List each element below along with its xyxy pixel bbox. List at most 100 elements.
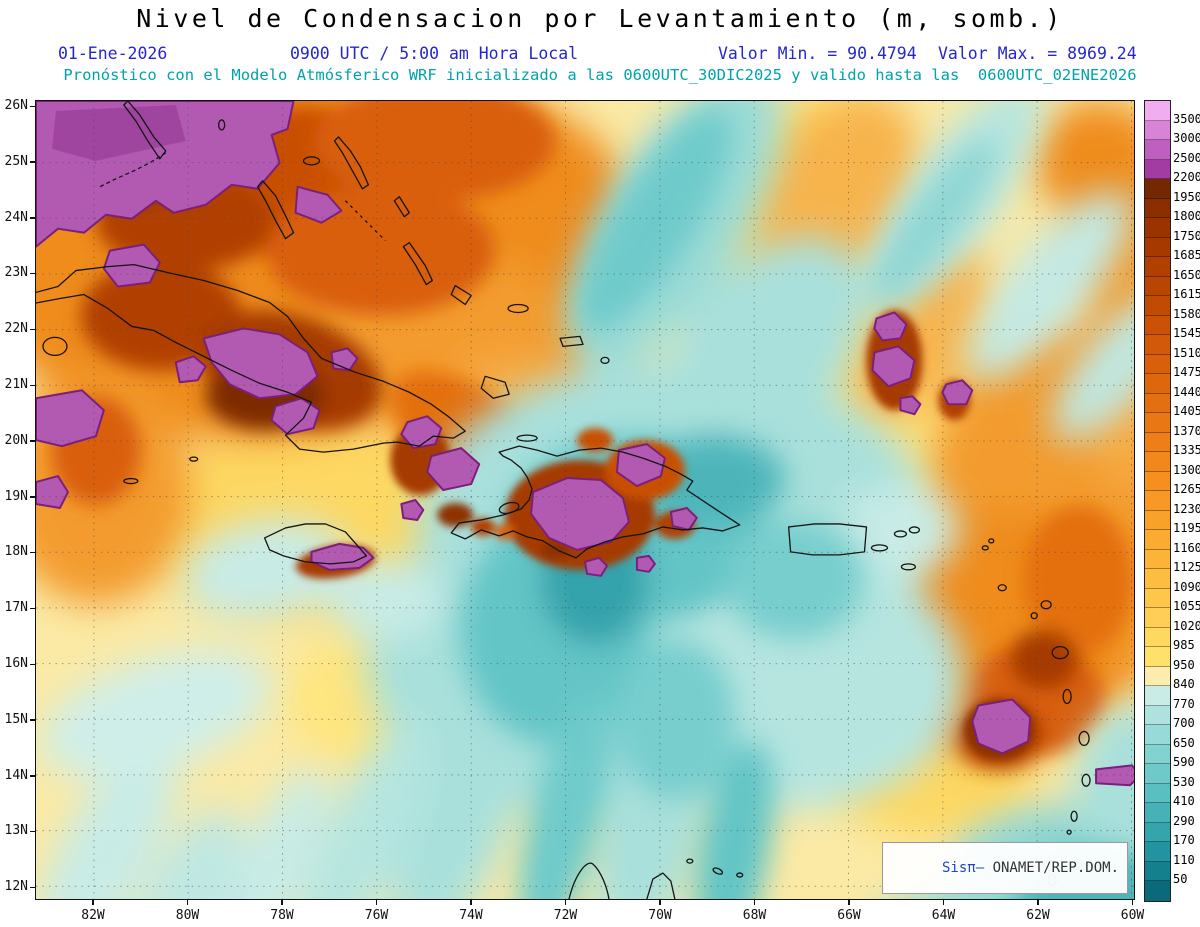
colorbar-label: 1405: [1173, 404, 1200, 419]
colorbar-cell: [1145, 218, 1170, 238]
y-axis-label: 20N: [4, 432, 28, 448]
colorbar-label: 840: [1173, 677, 1195, 692]
y-axis-label: 19N: [4, 488, 28, 504]
colorbar-cell: [1145, 179, 1170, 199]
colorbar-cell: [1145, 627, 1170, 647]
colorbar-label: 1195: [1173, 521, 1200, 536]
x-axis-label: 76W: [364, 908, 389, 923]
y-axis-label: 17N: [4, 600, 28, 616]
colorbar-cell: [1145, 822, 1170, 842]
y-axis-tick: [30, 830, 35, 833]
y-axis-label: 14N: [4, 767, 28, 783]
x-axis-label: 80W: [175, 908, 200, 923]
colorbar-cell: [1145, 530, 1170, 550]
y-axis-label: 16N: [4, 656, 28, 671]
y-axis-label: 13N: [4, 823, 28, 839]
colorbar-label: 1265: [1173, 482, 1200, 497]
colorbar-label: 3500: [1173, 111, 1200, 126]
colorbar-cell: [1145, 725, 1170, 745]
colorbar-cell: [1145, 120, 1170, 140]
x-axis-label: 82W: [81, 908, 105, 923]
min-value-label: Valor Min. = 90.4794: [718, 44, 917, 63]
weather-field-svg: [36, 101, 1134, 899]
colorbar-cell: [1145, 159, 1170, 179]
colorbar-cell: [1145, 764, 1170, 784]
y-axis-tick: [30, 496, 35, 498]
purple-high-regions: [36, 101, 1134, 787]
y-axis: 26N 25N 24N 23N 22N 21N 20N 19N 18N 17N 16N 15N 14N 1…: [0, 98, 30, 900]
y-axis-tick: [30, 161, 35, 163]
attribution-org: ONAMET/REP.DOM.: [984, 860, 1119, 876]
x-axis-label: 78W: [270, 908, 294, 923]
y-axis-label: 21N: [4, 377, 28, 392]
colorbar-cell: [1145, 686, 1170, 706]
colorbar-cell: [1145, 608, 1170, 628]
x-axis-tick: [1037, 900, 1039, 905]
colorbar-label: 1545: [1173, 326, 1200, 341]
y-axis-tick: [30, 607, 35, 610]
forecast-info-line: 01-Ene-2026 0900 UTC / 5:00 am Hora Loca…: [0, 44, 1200, 64]
y-axis-tick: [30, 886, 35, 889]
colorbar-cell: [1145, 803, 1170, 823]
x-axis-label: 62W: [1026, 908, 1050, 923]
colorbar-cell: [1145, 471, 1170, 491]
colorbar-label: 530: [1173, 774, 1195, 789]
colorbar-cell: [1145, 861, 1170, 881]
x-axis-tick: [470, 900, 472, 905]
y-axis-label: 25N: [4, 153, 28, 169]
colorbar-label: 1335: [1173, 443, 1200, 458]
colorbar-label: 1650: [1173, 267, 1200, 282]
y-axis-tick: [30, 775, 35, 777]
colorbar-cell: [1145, 354, 1170, 374]
colorbar-label: 1580: [1173, 306, 1200, 321]
colorbar-cell: [1145, 198, 1170, 218]
x-axis-tick: [1131, 900, 1134, 905]
colorbar-cell: [1145, 276, 1170, 296]
colorbar-label: 1125: [1173, 560, 1200, 575]
colorbar-cell: [1145, 257, 1170, 277]
colorbar-cell: [1145, 881, 1170, 901]
colorbar-cell: [1145, 393, 1170, 413]
y-axis-tick: [30, 328, 35, 331]
y-axis-label: 18N: [4, 544, 28, 560]
colorbar-cell: [1145, 705, 1170, 725]
colorbar-cell: [1145, 101, 1170, 121]
colorbar-cell: [1145, 432, 1170, 452]
x-axis-label: 70W: [648, 908, 672, 923]
y-axis-ticks: [29, 100, 35, 900]
colorbar-label: 290: [1173, 813, 1195, 828]
y-axis-tick: [30, 217, 35, 219]
x-axis-tick: [92, 900, 94, 905]
y-axis-tick: [30, 440, 35, 442]
colorbar-label: 170: [1173, 833, 1195, 848]
x-axis-label: 74W: [459, 908, 483, 923]
colorbar-label: 770: [1173, 696, 1195, 711]
colorbar-label: 1750: [1173, 228, 1200, 243]
colorbar-label: 1615: [1173, 287, 1200, 302]
attribution-brand: Sisπ–: [941, 860, 985, 876]
colorbar-label: 590: [1173, 755, 1195, 770]
colorbar-label: 1950: [1173, 189, 1200, 204]
colorbar-label: 1440: [1173, 384, 1200, 399]
x-axis: 82W 80W 78W 76W 74W 72W 70W 68W 66W 64W 62W 60W: [35, 906, 1144, 924]
colorbar-cell: [1145, 569, 1170, 589]
colorbar-cell: [1145, 647, 1170, 667]
grid-lines: [36, 101, 1134, 899]
colorbar-labels: 3500 3000 2500 2200 1950 1800 1750 1685 1650 1615…: [1173, 100, 1200, 900]
x-axis-label: 66W: [837, 908, 861, 923]
y-axis-label: 23N: [4, 265, 28, 281]
x-axis-tick: [848, 900, 850, 905]
x-axis-tick: [942, 900, 945, 905]
colorbar-cell: [1145, 666, 1170, 686]
colorbar-cell: [1145, 315, 1170, 335]
x-axis-tick: [281, 900, 283, 905]
colorbar-cell: [1145, 549, 1170, 569]
colorbar-cell: [1145, 491, 1170, 511]
y-axis-label: 26N: [4, 98, 28, 113]
colorbar-label: 1230: [1173, 501, 1200, 516]
colorbar-label: 950: [1173, 657, 1195, 672]
x-axis-label: 72W: [553, 908, 578, 923]
x-axis-label: 68W: [742, 908, 767, 923]
y-axis-tick: [30, 384, 35, 386]
